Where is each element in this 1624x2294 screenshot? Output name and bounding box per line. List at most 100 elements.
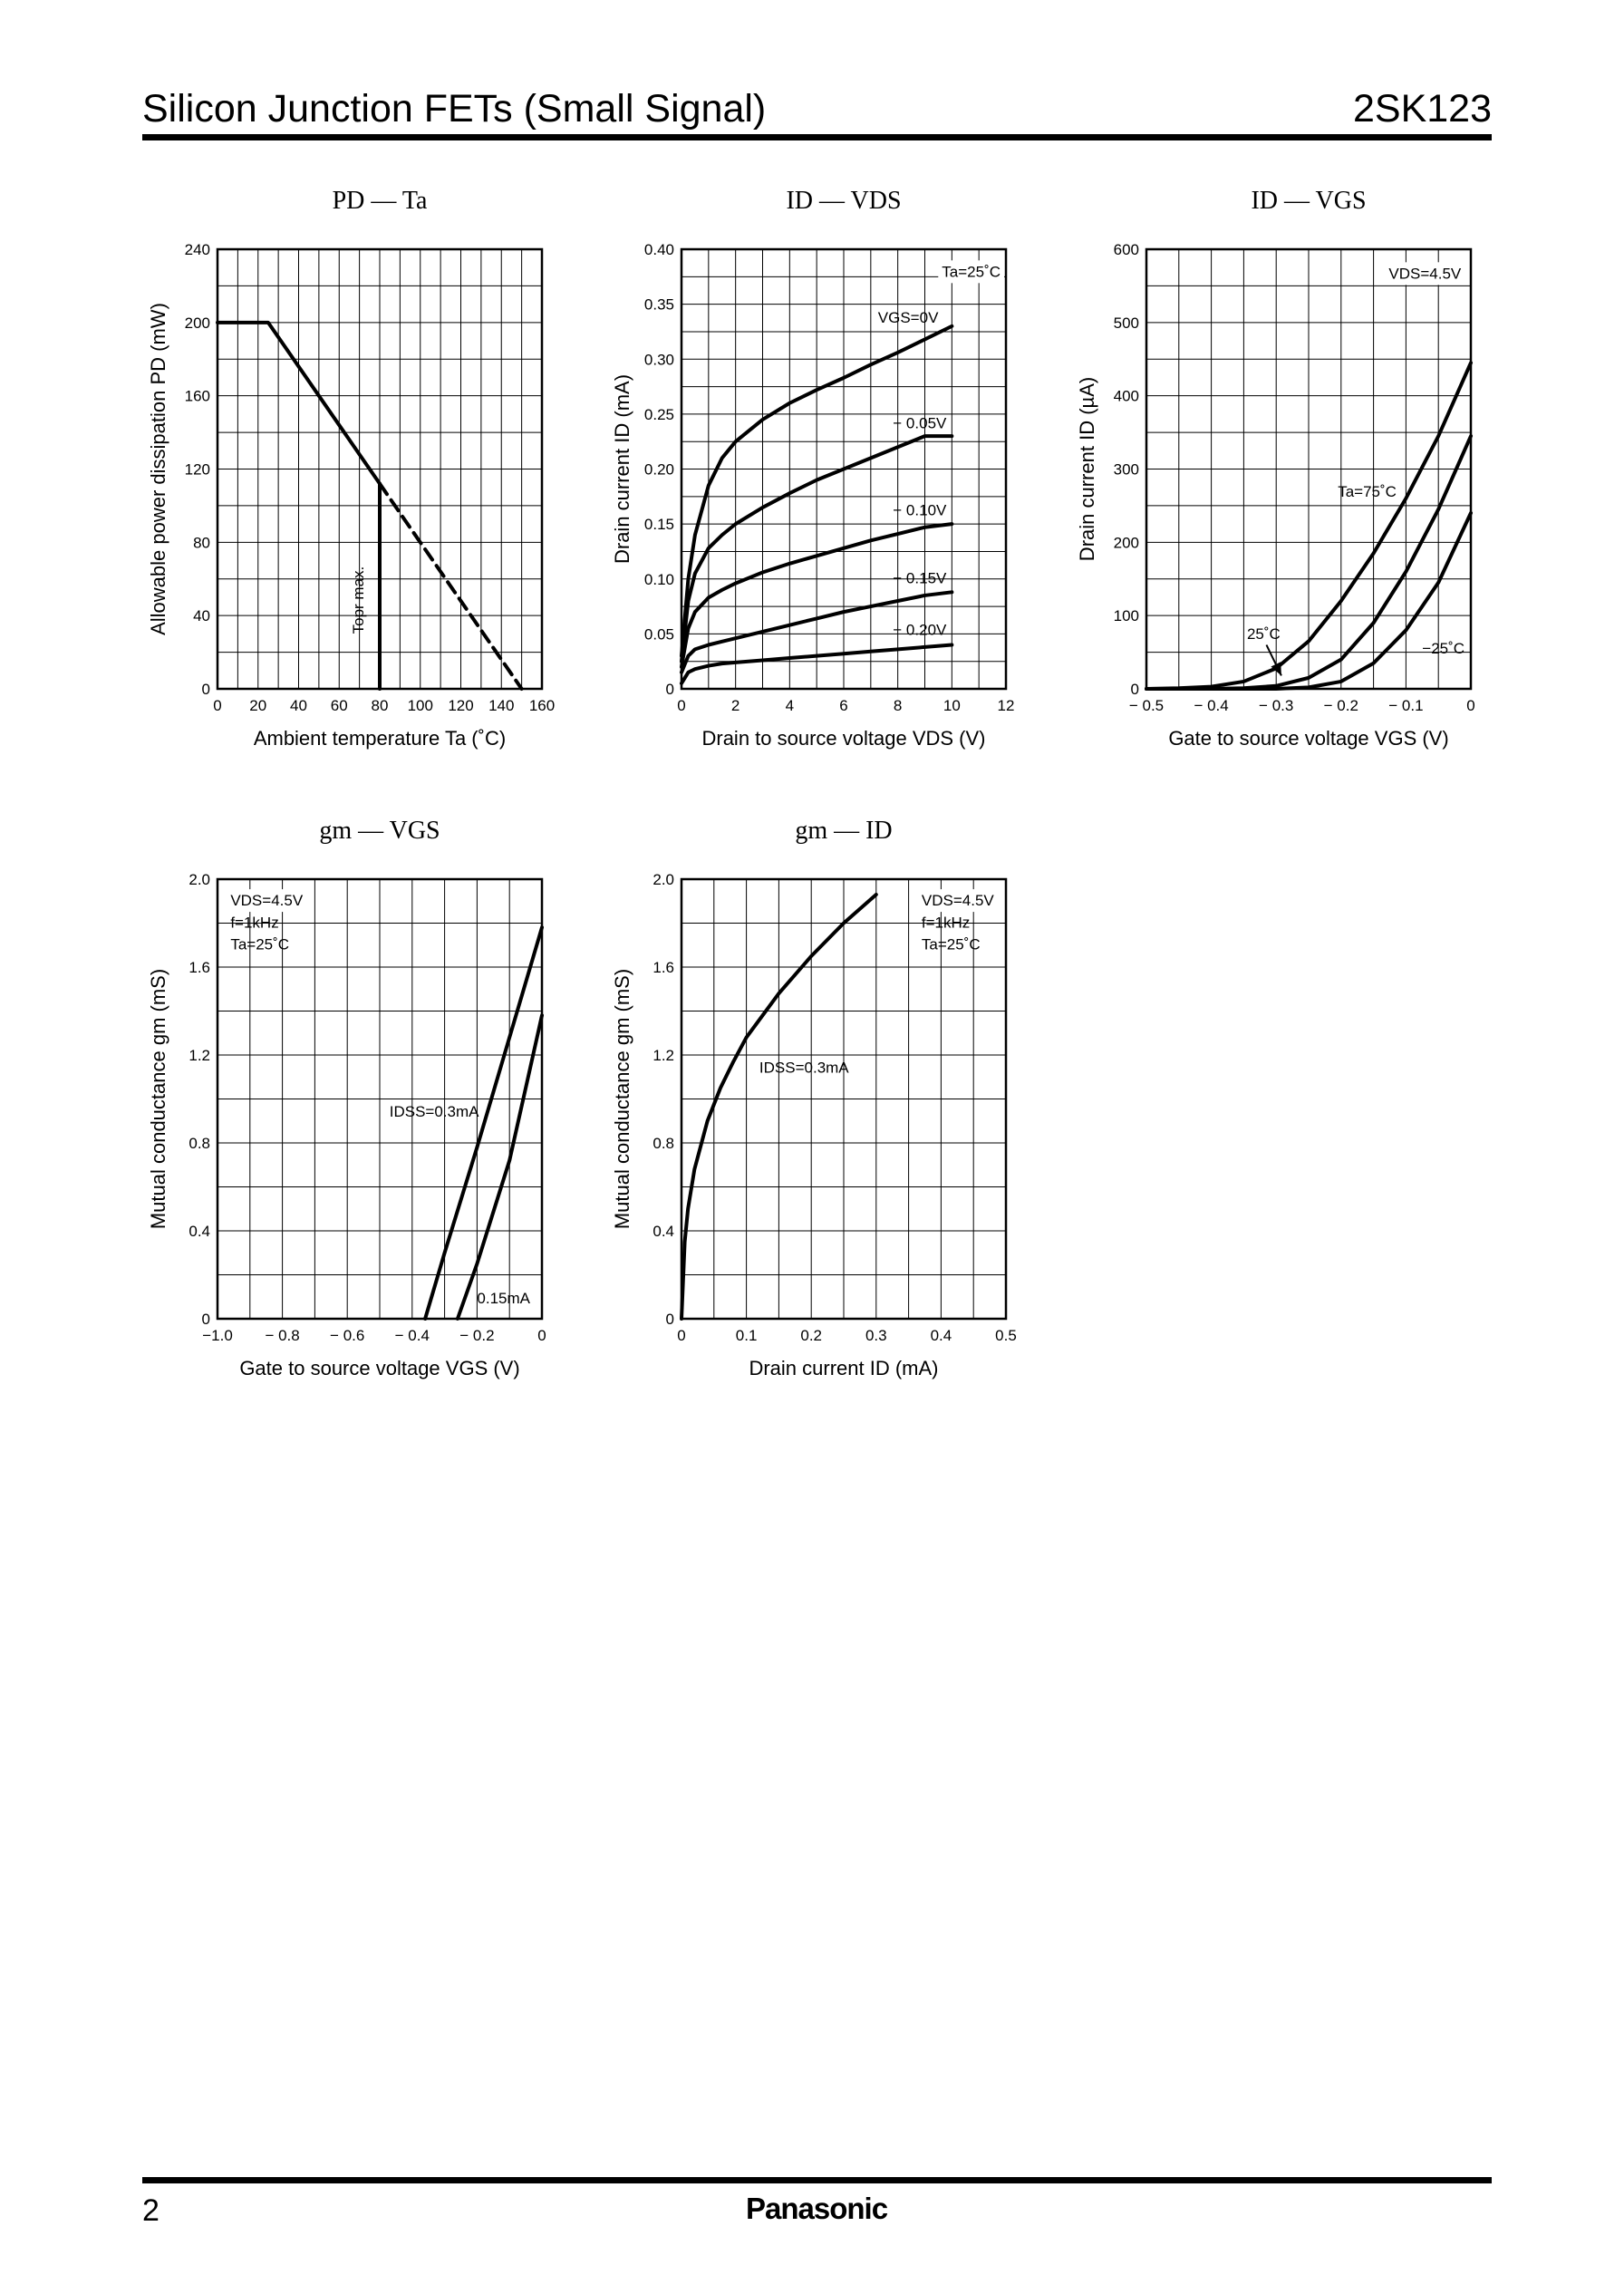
chart-gm-id: gm — ID 0 0.1 0.2 0.3 0.4 0.5 0 0.4 0.8 1.2 1.6 2.0 D…: [611, 817, 1017, 1379]
annotation-label: 0.15mA: [477, 1290, 530, 1307]
x-tick-label: − 0.5: [1129, 697, 1164, 714]
annotation-label: Ta=25˚C: [922, 936, 981, 953]
x-tick-label: 140: [488, 697, 514, 714]
y-tick-label: 2.0: [652, 871, 674, 888]
x-tick-label: − 0.6: [330, 1327, 364, 1344]
x-axis-label: Gate to source voltage VGS (V): [1168, 727, 1448, 750]
plot-frame: [216, 877, 544, 1321]
x-tick-label: 0.2: [800, 1327, 822, 1344]
y-tick-label: 500: [1114, 315, 1139, 332]
annotation-label: f=1kHz: [922, 914, 970, 931]
x-axis-label: Drain current ID (mA): [749, 1357, 938, 1379]
plot-frame: [680, 877, 1008, 1321]
chart-pd-ta: PD — Ta 0 20 40 60 80 100 120 140 160 0 40 80 120 160 2…: [147, 187, 555, 750]
x-axis-label: Drain to source voltage VDS (V): [701, 727, 985, 750]
y-tick-label: 0.10: [644, 571, 674, 588]
x-tick-label: 40: [290, 697, 307, 714]
y-tick-label: 0: [666, 1311, 674, 1328]
annotation-label: Ta=25˚C: [942, 263, 1000, 280]
x-tick-label: 0: [677, 697, 685, 714]
series-line-0: [423, 925, 544, 1321]
y-tick-label: 240: [185, 241, 210, 258]
y-axis-label: Mutual conductance gm (mS): [147, 969, 169, 1229]
y-tick-label: 600: [1114, 241, 1139, 258]
y-tick-label: 400: [1114, 388, 1139, 405]
x-tick-label: 0.4: [931, 1327, 952, 1344]
y-tick-label: 1.2: [652, 1047, 674, 1064]
y-tick-label: 2.0: [188, 871, 210, 888]
y-tick-label: 0.8: [652, 1135, 674, 1152]
x-tick-label: 20: [249, 697, 266, 714]
x-tick-label: 8: [894, 697, 902, 714]
annotation-label: Ta=25˚C: [230, 936, 289, 953]
series-line-2: [680, 522, 954, 669]
chart-title: ID — VGS: [1251, 187, 1366, 215]
annotation-backdrop: [938, 260, 1005, 284]
series-line-3: [680, 590, 954, 674]
y-tick-label: 0.30: [644, 351, 674, 368]
gridlines: [218, 879, 542, 1319]
chart-title: PD — Ta: [333, 187, 428, 215]
x-axis-label: Gate to source voltage VGS (V): [239, 1357, 519, 1379]
x-tick-label: − 0.4: [395, 1327, 430, 1344]
plot-frame: [680, 247, 1008, 691]
y-tick-label: 300: [1114, 461, 1139, 479]
header-rule: [142, 134, 1492, 140]
y-tick-label: 0.35: [644, 296, 674, 314]
x-tick-label: 0: [1466, 697, 1474, 714]
series-line-2: [1145, 511, 1473, 691]
chart-id-vgs: ID — VGS − 0.5 − 0.4 − 0.3 − 0.2 − 0.1 0 0 100 20…: [1076, 187, 1475, 750]
annotation-backdrop: [227, 889, 307, 913]
y-tick-label: 0.4: [652, 1223, 674, 1240]
chart-title: gm — ID: [795, 817, 892, 845]
x-tick-label: 0: [537, 1327, 546, 1344]
x-tick-label: 0.1: [736, 1327, 758, 1344]
x-tick-label: 0.5: [995, 1327, 1017, 1344]
annotation-label: − 0.15V: [893, 570, 947, 587]
annotation-label: − 0.20V: [893, 622, 947, 639]
y-tick-label: 0: [202, 681, 210, 698]
y-tick-label: 1.6: [188, 959, 210, 976]
x-tick-label: − 0.3: [1259, 697, 1293, 714]
annotation-label: f=1kHz: [230, 914, 278, 931]
y-tick-label: 0.25: [644, 406, 674, 423]
y-tick-label: 1.6: [652, 959, 674, 976]
y-tick-label: 200: [1114, 534, 1139, 551]
series-line-0: [680, 892, 878, 1321]
x-tick-label: − 0.2: [459, 1327, 494, 1344]
x-tick-label: 0: [677, 1327, 685, 1344]
y-tick-label: 0.40: [644, 241, 674, 258]
footer-rule: [142, 2177, 1492, 2183]
x-tick-label: 160: [529, 697, 555, 714]
annotation-label: VDS=4.5V: [1388, 265, 1462, 282]
annotation-label: Ta=75˚C: [1338, 483, 1397, 500]
series-line-1: [378, 481, 524, 691]
x-tick-label: 120: [448, 697, 473, 714]
gridlines: [1146, 249, 1471, 689]
x-tick-label: 100: [408, 697, 433, 714]
annotation-label: − 0.10V: [893, 501, 947, 518]
x-tick-label: 2: [731, 697, 740, 714]
x-tick-label: − 0.4: [1194, 697, 1228, 714]
annotation-label: −25˚C: [1422, 640, 1464, 657]
chart-title: gm — VGS: [319, 817, 440, 845]
series-line-0: [216, 320, 382, 486]
x-tick-label: − 0.2: [1324, 697, 1358, 714]
annotation-label: VDS=4.5V: [230, 892, 304, 909]
x-tick-label: 0: [213, 697, 221, 714]
x-tick-label: 80: [372, 697, 389, 714]
annotation-label: 25˚C: [1247, 625, 1281, 643]
chart-title: ID — VDS: [786, 187, 901, 215]
y-tick-label: 120: [185, 461, 210, 479]
page-number: 2: [142, 2193, 160, 2228]
y-tick-label: 80: [193, 534, 210, 551]
y-tick-label: 160: [185, 388, 210, 405]
y-axis-label: Drain current ID (µA): [1076, 377, 1098, 561]
x-tick-label: 4: [786, 697, 794, 714]
annotation-label: VGS=0V: [878, 309, 939, 326]
x-tick-label: 12: [998, 697, 1015, 714]
series-line-4: [680, 643, 954, 685]
x-tick-label: 60: [331, 697, 348, 714]
document-title: Silicon Junction FETs (Small Signal): [142, 87, 767, 131]
y-axis-label: Drain current ID (mA): [611, 374, 633, 564]
